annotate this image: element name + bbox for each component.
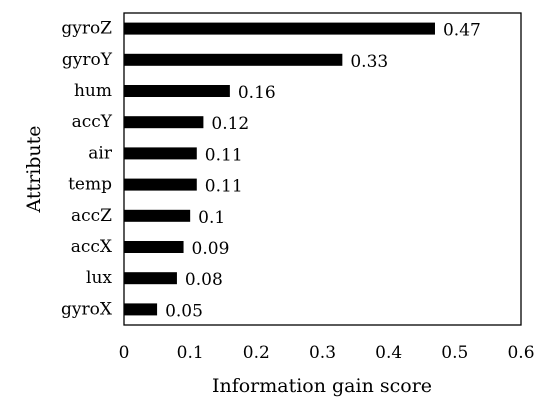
bar-accZ [124,209,191,222]
category-label-accY: accY [72,112,113,132]
x-tick-label: 0.1 [177,343,204,363]
y-axis-title: Attribute [23,125,45,213]
category-label-gyroY: gyroY [62,50,113,70]
category-labels-group: gyroZ gyroY hum accY air temp accZ accX lux gyroX [61,19,113,320]
x-tick-labels-group: 0 0.1 0.2 0.3 0.4 0.5 0.6 [119,343,535,363]
x-tick-label: 0.5 [441,343,468,363]
bars-group [124,22,435,316]
category-label-accX: accX [71,237,113,257]
category-label-gyroZ: gyroZ [61,19,112,39]
bar-gyroX [124,303,158,316]
data-label-gyroX: 0.05 [165,301,203,321]
data-label-accZ: 0.1 [198,208,225,228]
bar-gyroZ [124,22,435,35]
category-label-temp: temp [68,175,112,195]
plot-frame [123,12,522,326]
data-label-gyroY: 0.33 [350,52,388,72]
x-tick-label: 0.3 [309,343,336,363]
data-label-lux: 0.08 [185,270,223,290]
data-label-accY: 0.12 [211,114,249,134]
bar-lux [124,272,177,285]
bar-accX [124,241,184,253]
bar-accY [124,116,204,129]
data-label-temp: 0.11 [205,177,243,197]
data-label-gyroZ: 0.47 [443,21,481,41]
x-tick-label: 0.2 [243,343,270,363]
x-tick-label: 0.4 [375,343,402,363]
bar-air [124,147,197,160]
bar-temp [124,178,197,191]
x-tick-label: 0 [119,343,130,363]
data-label-air: 0.11 [205,145,243,165]
data-label-hum: 0.16 [238,83,276,103]
category-label-air: air [88,143,113,163]
bar-hum [124,85,230,97]
bar-gyroY [124,53,343,66]
category-label-accZ: accZ [71,206,112,226]
category-label-gyroX: gyroX [61,299,113,319]
x-axis-title: Information gain score [212,375,432,397]
x-tick-label: 0.6 [507,343,534,363]
category-label-lux: lux [86,268,112,288]
category-label-hum: hum [74,81,112,101]
data-label-accX: 0.09 [192,239,230,259]
data-labels-group: 0.47 0.33 0.16 0.12 0.11 0.11 0.1 0.09 0.08 0.05 [165,21,481,322]
